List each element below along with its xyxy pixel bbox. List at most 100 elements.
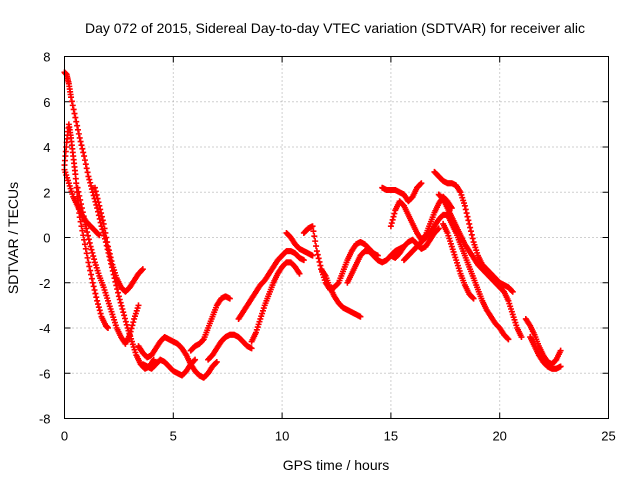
data-point-interp: [508, 287, 515, 294]
data-point: [557, 347, 564, 354]
data-point-interp: [390, 213, 397, 220]
data-point-interp: [128, 325, 135, 332]
data-point-interp: [93, 191, 100, 198]
data-point: [309, 252, 316, 259]
data-point-interp: [84, 169, 91, 176]
data-point-interp: [75, 130, 82, 137]
data-point: [78, 205, 85, 212]
data-point-interp: [315, 255, 322, 262]
data-point-interp: [68, 98, 75, 105]
data-point-interp: [123, 321, 130, 328]
data-point-interp: [75, 188, 82, 195]
data-point: [68, 94, 75, 101]
data-point-interp: [468, 231, 475, 238]
y-tick-label: -2: [39, 276, 51, 291]
data-point-interp: [81, 241, 88, 248]
data-point-interp: [199, 337, 206, 344]
y-tick-label: 2: [43, 185, 50, 200]
axis-ticks: 0 5 10 15 20 25 -8 -6 -4 -2 0 2 4 6 8: [39, 50, 616, 444]
data-point-interp: [69, 102, 76, 109]
data-points: [61, 69, 564, 381]
data-point: [313, 248, 320, 255]
data-point-interp: [104, 239, 111, 246]
data-point-interp: [98, 210, 105, 217]
data-point: [85, 173, 92, 180]
data-point-interp: [105, 247, 112, 254]
data-point-interp: [463, 210, 470, 217]
data-point: [89, 279, 96, 286]
data-point-interp: [88, 275, 95, 282]
data-point-interp: [88, 186, 95, 193]
data-point: [505, 336, 512, 343]
x-tick-label: 5: [170, 429, 177, 444]
data-point-interp: [83, 165, 90, 172]
data-point-interp: [94, 195, 101, 202]
data-point-interp: [95, 231, 102, 238]
data-point-interp: [91, 286, 98, 293]
data-point: [300, 257, 307, 264]
data-point-interp: [82, 161, 89, 168]
x-tick-label: 10: [275, 429, 289, 444]
y-tick-label: 6: [43, 95, 50, 110]
data-point-interp: [191, 357, 198, 364]
data-point-interp: [314, 251, 321, 258]
data-point-interp: [129, 322, 136, 329]
x-tick-label: 0: [61, 429, 68, 444]
data-point-interp: [118, 302, 125, 309]
data-point: [418, 180, 425, 187]
data-point: [85, 259, 92, 266]
data-point-interp: [504, 335, 511, 342]
data-point-interp: [97, 206, 104, 213]
chart-title: Day 072 of 2015, Sidereal Day-to-day VTE…: [85, 20, 585, 36]
data-point: [105, 325, 112, 331]
data-point-interp: [106, 250, 113, 257]
data-point-interp: [88, 271, 95, 278]
data-point: [248, 345, 255, 352]
series-arc-10: [235, 248, 307, 322]
data-point-interp: [86, 239, 93, 246]
data-point-interp: [82, 245, 89, 252]
data-point-interp: [389, 216, 396, 223]
data-point: [309, 223, 316, 230]
data-point: [87, 243, 94, 250]
data-point-interp: [76, 192, 83, 199]
data-point-interp: [462, 206, 469, 213]
data-point-interp: [95, 304, 102, 311]
data-point-interp: [74, 126, 81, 133]
data-point-interp: [85, 232, 92, 239]
data-point-interp: [212, 359, 219, 366]
data-point-interp: [81, 157, 88, 164]
data-point-interp: [92, 290, 99, 297]
data-point: [435, 225, 442, 232]
data-point-interp: [87, 179, 94, 186]
data-point-interp: [310, 228, 317, 235]
data-point-interp: [464, 213, 471, 220]
data-point-interp: [79, 145, 86, 152]
series-arc-6: [135, 334, 220, 381]
data-point: [100, 220, 107, 227]
data-point-interp: [127, 328, 134, 335]
series-arc-24: [527, 334, 564, 372]
data-point: [518, 334, 525, 341]
data-point-interp: [434, 226, 441, 233]
y-tick-label: -6: [39, 366, 51, 381]
series-arc-16: [379, 180, 425, 205]
data-point: [89, 189, 96, 196]
data-point-interp: [93, 294, 100, 301]
x-tick-label: 20: [492, 429, 506, 444]
data-point: [461, 202, 468, 209]
series-arc-9: [205, 331, 255, 363]
data-point-interp: [90, 283, 97, 290]
data-point: [76, 134, 83, 141]
data-point-interp: [78, 201, 85, 208]
series-arc-7: [139, 356, 199, 379]
data-point-interp: [70, 106, 77, 113]
data-point-interp: [116, 296, 123, 303]
y-axis-label: SDTVAR / TECUs: [5, 182, 21, 294]
series-arc-21: [435, 191, 525, 341]
data-point-interp: [88, 246, 95, 253]
data-point-interp: [87, 267, 94, 274]
data-point-interp: [117, 299, 124, 306]
data-point: [226, 295, 233, 302]
data-point-interp: [80, 213, 87, 220]
